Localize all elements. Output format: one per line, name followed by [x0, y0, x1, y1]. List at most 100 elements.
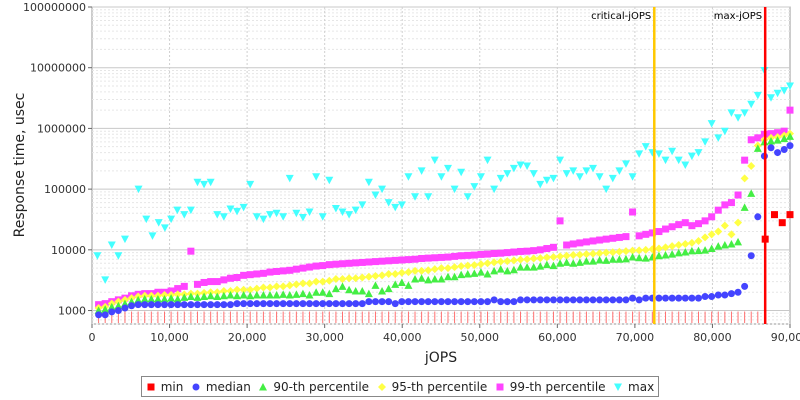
data-point: [319, 262, 327, 270]
data-point: [741, 282, 749, 290]
data-point: [147, 294, 156, 303]
data-point: [556, 156, 565, 165]
data-point: [391, 203, 400, 212]
data-point: [339, 300, 347, 308]
data-point: [720, 241, 729, 249]
data-point: [443, 272, 452, 281]
data-point: [694, 149, 703, 157]
data-point: [193, 280, 201, 288]
x-tick-label: 50,000: [461, 331, 500, 344]
data-point: [345, 285, 354, 294]
data-point: [708, 293, 716, 301]
legend-swatch: [192, 383, 200, 390]
data-point: [654, 150, 663, 158]
data-point: [213, 288, 222, 297]
data-point: [101, 276, 110, 284]
data-point: [107, 241, 116, 250]
data-point: [233, 291, 242, 300]
series-max: [93, 66, 794, 284]
data-point: [378, 298, 386, 306]
legend-label: 99-th percentile: [509, 379, 606, 394]
data-point: [628, 173, 637, 181]
x-tick-label: 70,000: [616, 331, 655, 344]
data-point: [536, 254, 545, 263]
data-point: [694, 236, 703, 245]
data-point: [589, 164, 598, 173]
data-point: [312, 300, 320, 308]
data-point: [299, 300, 307, 308]
data-point: [464, 251, 472, 259]
data-point: [259, 291, 268, 299]
data-point: [418, 298, 426, 306]
data-point: [714, 206, 722, 214]
data-point: [615, 247, 624, 256]
data-point: [780, 127, 788, 135]
data-point: [430, 156, 439, 165]
data-point: [694, 246, 703, 255]
data-point: [747, 136, 755, 144]
data-point: [509, 265, 518, 274]
data-point: [688, 222, 696, 230]
data-point: [628, 253, 637, 261]
data-point: [338, 208, 347, 216]
data-point: [675, 221, 683, 229]
data-point: [352, 300, 360, 308]
legend-item: 99-th percentile: [495, 380, 606, 394]
data-point: [397, 278, 406, 286]
data-point: [484, 298, 492, 306]
data-point: [516, 263, 525, 271]
data-point: [741, 156, 749, 164]
data-point: [635, 246, 644, 255]
data-point: [654, 244, 663, 253]
data-point: [687, 238, 696, 247]
data-point: [444, 298, 452, 306]
data-point: [549, 174, 558, 183]
data-point: [437, 275, 446, 283]
data-point: [292, 290, 301, 298]
data-point: [279, 290, 288, 298]
data-point: [292, 280, 301, 289]
data-point: [114, 301, 123, 310]
data-point: [265, 291, 274, 299]
data-point: [595, 249, 604, 258]
data-point: [536, 246, 544, 254]
data-point: [351, 206, 360, 215]
data-point: [312, 173, 321, 181]
data-point: [503, 257, 512, 266]
data-point: [609, 296, 617, 304]
data-point: [292, 300, 300, 308]
data-point: [615, 167, 624, 175]
data-point: [424, 193, 433, 201]
data-point: [608, 255, 617, 263]
data-point: [780, 134, 789, 143]
data-point: [707, 120, 716, 128]
data-point: [443, 264, 452, 273]
data-point: [219, 291, 228, 300]
data-point: [727, 230, 736, 239]
data-point: [575, 258, 584, 266]
data-point: [128, 302, 136, 310]
data-point: [246, 180, 255, 189]
data-point: [740, 174, 749, 183]
data-point: [200, 180, 209, 189]
data-point: [681, 219, 689, 227]
data-point: [734, 218, 743, 227]
data-point: [153, 294, 162, 303]
data-point: [569, 167, 578, 175]
data-point: [186, 206, 195, 215]
data-point: [509, 256, 518, 265]
data-point: [259, 283, 268, 292]
data-point: [490, 258, 499, 267]
data-point: [404, 268, 413, 277]
data-point: [681, 239, 690, 248]
data-point: [687, 152, 696, 161]
data-point: [542, 176, 551, 185]
data-point: [529, 263, 538, 271]
axis-ticks: 1000 10000 100000 1000000 10000000 100000000 0…: [23, 1, 800, 344]
data-point: [378, 271, 387, 280]
data-point: [496, 257, 505, 266]
series-90-th-percentile: [94, 132, 794, 315]
data-point: [662, 225, 670, 233]
data-point: [253, 300, 261, 308]
data-point: [450, 272, 459, 281]
